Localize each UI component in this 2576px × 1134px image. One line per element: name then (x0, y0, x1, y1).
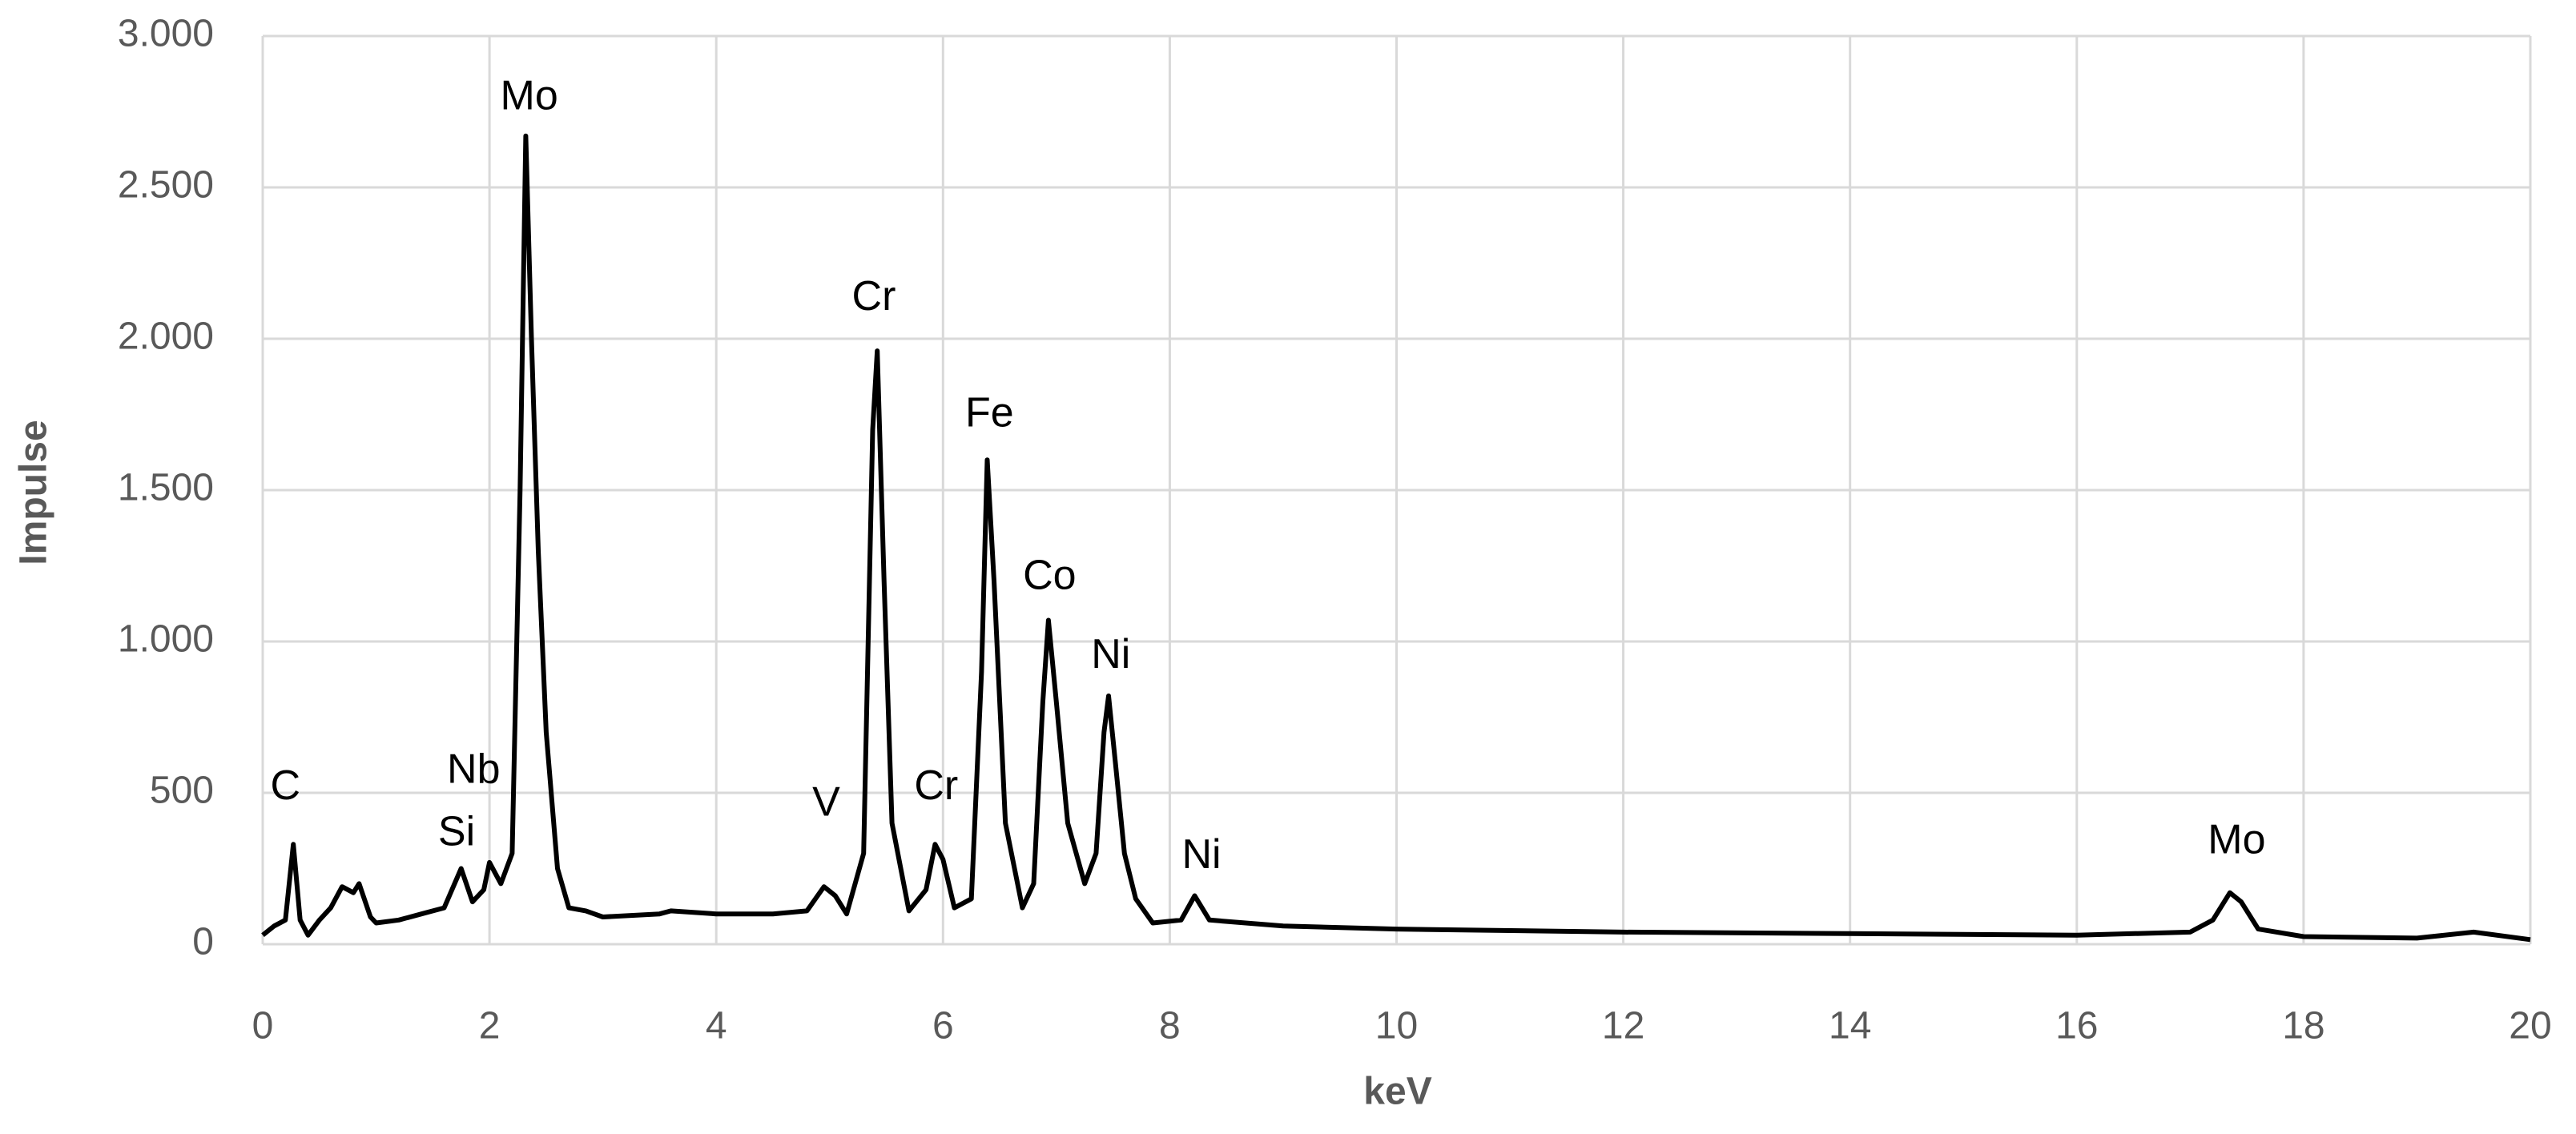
peak-label: V (812, 778, 840, 825)
y-tick-label: 2.500 (118, 164, 214, 207)
peak-label: Ni (1091, 631, 1130, 678)
x-axis-label: keV (1363, 1071, 1431, 1113)
y-tick-label: 2.000 (118, 316, 214, 358)
peak-label: Si (438, 809, 475, 855)
peak-label: C (271, 762, 301, 809)
y-tick-label: 3.000 (118, 13, 214, 55)
y-tick-label: 0 (192, 921, 214, 963)
y-tick-label: 1.000 (118, 618, 214, 661)
peak-label: Ni (1181, 831, 1221, 878)
y-axis-label: Impulse (13, 420, 55, 565)
peak-label: Mo (501, 73, 558, 119)
peak-label: Cr (852, 273, 896, 320)
x-tick-label: 12 (1602, 1005, 1644, 1048)
peak-label: Mo (2208, 817, 2265, 863)
x-tick-label: 18 (2282, 1005, 2324, 1048)
y-tick-label: 1.500 (118, 467, 214, 509)
peak-label: Cr (914, 762, 958, 809)
x-tick-label: 10 (1375, 1005, 1418, 1048)
y-tick-label: 500 (150, 770, 214, 812)
peak-label: Co (1023, 552, 1076, 598)
x-tick-label: 2 (479, 1005, 501, 1048)
x-tick-label: 0 (252, 1005, 274, 1048)
x-tick-label: 14 (1829, 1005, 1871, 1048)
x-tick-label: 20 (2509, 1005, 2551, 1048)
x-tick-label: 4 (706, 1005, 727, 1048)
peak-label: Fe (965, 389, 1014, 436)
peak-label: Nb (447, 746, 500, 792)
x-tick-label: 6 (932, 1005, 954, 1048)
x-tick-label: 8 (1159, 1005, 1181, 1048)
x-tick-label: 16 (2055, 1005, 2098, 1048)
spectrum-line (261, 133, 2531, 943)
